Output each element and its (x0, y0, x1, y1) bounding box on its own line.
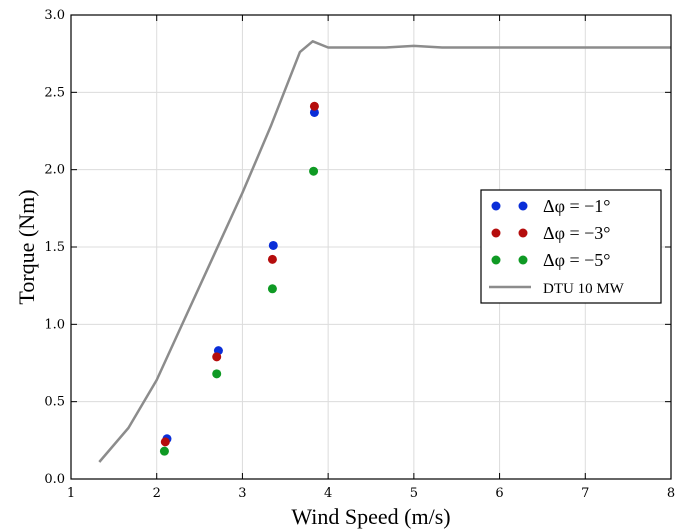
y-axis-title: Torque (Nm) (14, 189, 39, 304)
legend-marker (518, 201, 528, 211)
data-point-series-3 (309, 166, 319, 176)
x-tick-label: 5 (410, 486, 418, 501)
data-point-series-3 (267, 284, 277, 294)
data-point-series-2 (212, 352, 222, 362)
x-tick-label: 3 (238, 486, 246, 501)
data-point-series-1 (268, 240, 278, 250)
data-point-series-2 (160, 437, 170, 447)
axis-ticks: 1 2 3 4 5 6 7 8 0.0 0.5 1.0 1.5 2.0 2.5 3.0 (44, 8, 675, 501)
legend-box (480, 189, 662, 304)
x-tick-label: 2 (153, 486, 161, 501)
y-tick-label: 0.0 (44, 472, 65, 487)
data-point-series-3 (212, 369, 222, 379)
legend-marker (518, 228, 528, 238)
legend-marker (518, 255, 528, 265)
x-tick-label: 7 (581, 486, 589, 501)
x-tick-label: 4 (324, 486, 332, 501)
data-point-series-3 (159, 446, 169, 456)
legend-label: Δφ = −5° (543, 250, 610, 270)
legend-marker (491, 228, 501, 238)
y-tick-label: 3.0 (44, 8, 65, 23)
legend-label: DTU 10 MW (543, 281, 625, 297)
x-tick-label: 6 (495, 486, 503, 501)
series-line-dtu-10-mw (98, 40, 671, 463)
legend-marker (491, 255, 501, 265)
y-tick-label: 1.5 (44, 240, 65, 255)
x-axis-title: Wind Speed (m/s) (291, 504, 450, 529)
y-tick-label: 2.0 (44, 163, 65, 178)
data-point-series-2 (267, 254, 277, 264)
legend-label: Δφ = −1° (543, 196, 610, 216)
y-tick-label: 2.5 (44, 85, 65, 100)
data-point-series-1 (309, 107, 319, 117)
plot-data (98, 40, 671, 463)
x-tick-label: 8 (667, 486, 675, 501)
y-tick-label: 1.0 (44, 317, 65, 332)
x-tick-label: 1 (67, 486, 75, 501)
data-point-series-2 (309, 101, 319, 111)
legend-marker (491, 201, 501, 211)
y-tick-label: 0.5 (44, 395, 65, 410)
legend-label: Δφ = −3° (543, 223, 610, 243)
legend: Δφ = −1° Δφ = −3° Δφ = −5° DTU 10 MW (480, 189, 662, 304)
